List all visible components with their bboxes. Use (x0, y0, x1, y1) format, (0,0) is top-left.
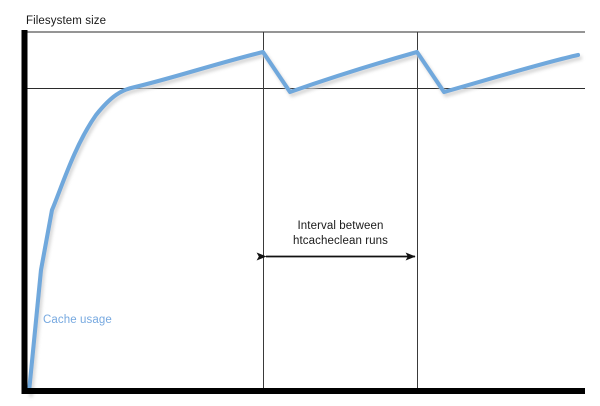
cache-usage-curve (26, 49, 581, 395)
filesystem-size-label: Filesystem size (26, 15, 107, 27)
cache-usage-label: Cache usage (43, 314, 112, 326)
interval-label-line-2: htcacheclean runs (292, 235, 389, 247)
interval-label: Interval between htcacheclean runs (263, 219, 418, 249)
interval-label-line-1: Interval between (297, 220, 384, 232)
